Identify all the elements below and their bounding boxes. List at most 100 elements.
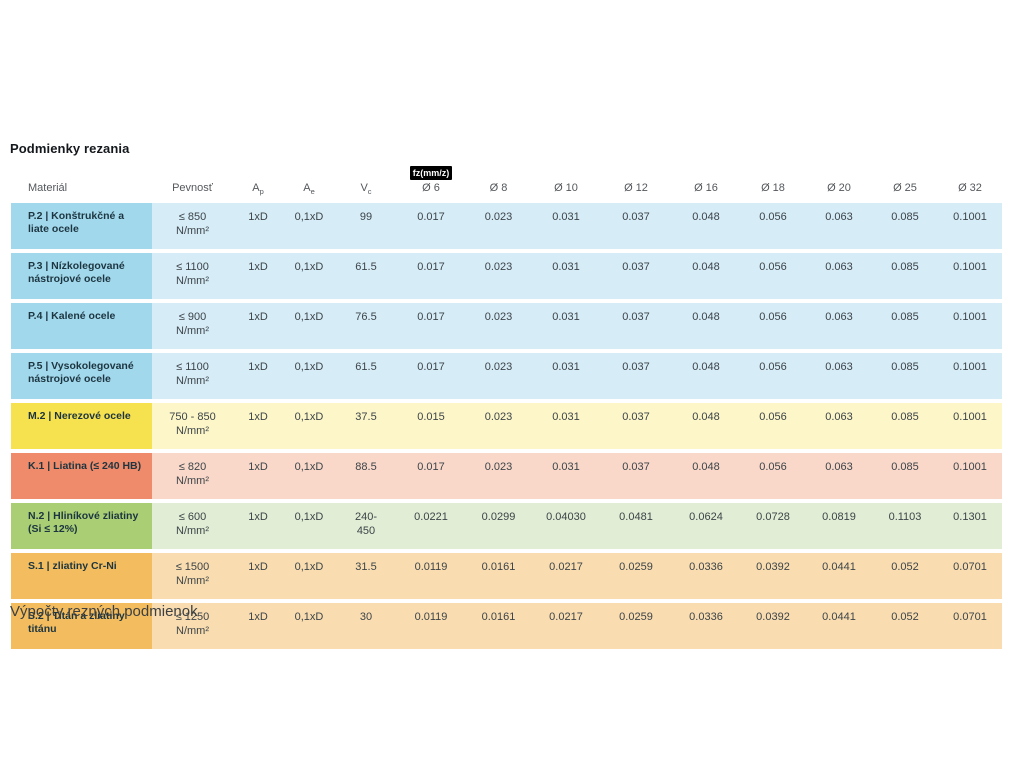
- value-cell: 0.048: [672, 353, 740, 399]
- value-cell: 0.085: [872, 253, 938, 299]
- value-cell: ≤ 1100 N/mm²: [152, 353, 233, 399]
- value-cell: 0.085: [872, 203, 938, 249]
- col-header-d8: Ø 8: [465, 166, 532, 199]
- value-cell: 0.023: [465, 203, 532, 249]
- value-cell: 0.0161: [465, 553, 532, 599]
- fz-unit-wrap: fz(mm/z): [397, 166, 465, 180]
- table-row: S.1 | zliatiny Cr-Ni ≤ 1500 N/mm² 1xD 0,1xD…: [11, 553, 1002, 599]
- value-cell: 1xD: [233, 553, 283, 599]
- value-cell: 240- 450: [335, 503, 397, 549]
- value-cell: 1xD: [233, 403, 283, 449]
- value-cell: 0.1001: [938, 453, 1002, 499]
- col-header-label: A: [252, 182, 260, 194]
- value-cell: 0.0259: [600, 553, 672, 599]
- material-cell: P.2 | Konštrukčné a liate ocele: [11, 203, 152, 249]
- value-cell: 0.085: [872, 403, 938, 449]
- value-cell: 0.048: [672, 203, 740, 249]
- col-header-vc: Vc: [335, 166, 397, 199]
- col-header-d20: Ø 20: [806, 166, 872, 199]
- col-header-label: Ø 10: [554, 182, 578, 194]
- value-cell: 0.0217: [532, 603, 600, 649]
- value-cell: 0.056: [740, 253, 806, 299]
- value-cell: 61.5: [335, 353, 397, 399]
- col-header-label: Pevnosť: [172, 182, 213, 194]
- col-header-label: Ø 32: [958, 182, 982, 194]
- value-cell: 1xD: [233, 303, 283, 349]
- value-cell: 0,1xD: [283, 303, 335, 349]
- value-cell: ≤ 1250 N/mm²: [152, 603, 233, 649]
- value-cell: 0,1xD: [283, 453, 335, 499]
- col-header-subscript: p: [259, 187, 264, 197]
- material-cell: M.2 | Nerezové ocele: [11, 403, 152, 449]
- value-cell: 0.0221: [397, 503, 465, 549]
- footer-heading: Výpočty rezných podmienok: [10, 603, 198, 620]
- col-header-d25: Ø 25: [872, 166, 938, 199]
- value-cell: 0.063: [806, 303, 872, 349]
- value-cell: 0.017: [397, 453, 465, 499]
- value-cell: 0.017: [397, 303, 465, 349]
- col-header-label: Ø 18: [761, 182, 785, 194]
- table-row: N.2 | Hliníkové zliatiny (Si ≤ 12%) ≤ 600…: [11, 503, 1002, 549]
- table-row: P.4 | Kalené ocele ≤ 900 N/mm² 1xD 0,1xD 76.…: [11, 303, 1002, 349]
- value-cell: 0.048: [672, 303, 740, 349]
- value-cell: 0.0392: [740, 553, 806, 599]
- value-cell: 88.5: [335, 453, 397, 499]
- value-cell: 0.037: [600, 353, 672, 399]
- value-cell: 0.1103: [872, 503, 938, 549]
- value-cell: 1xD: [233, 253, 283, 299]
- table-row: P.3 | Nízkolegované nástrojové ocele ≤ 11…: [11, 253, 1002, 299]
- header-row: Materiál Pevnosť Ap Ae Vc fz(mm/z) Ø 6 Ø…: [11, 166, 1002, 199]
- table-body: P.2 | Konštrukčné a liate ocele ≤ 850 N/m…: [11, 203, 1002, 649]
- value-cell: 0.0119: [397, 553, 465, 599]
- value-cell: 0.0481: [600, 503, 672, 549]
- value-cell: 61.5: [335, 253, 397, 299]
- value-cell: 0.031: [532, 353, 600, 399]
- col-header-subscript: e: [310, 187, 315, 197]
- value-cell: 0.0336: [672, 603, 740, 649]
- value-cell: 0.0161: [465, 603, 532, 649]
- value-cell: 0.056: [740, 353, 806, 399]
- value-cell: 0.052: [872, 553, 938, 599]
- value-cell: 37.5: [335, 403, 397, 449]
- col-header-label: V: [360, 182, 368, 194]
- col-header-label: Ø 16: [694, 182, 718, 194]
- value-cell: ≤ 1500 N/mm²: [152, 553, 233, 599]
- col-header-d12: Ø 12: [600, 166, 672, 199]
- value-cell: 0.0701: [938, 603, 1002, 649]
- value-cell: 0.0441: [806, 553, 872, 599]
- value-cell: 0.1001: [938, 203, 1002, 249]
- value-cell: 0.0259: [600, 603, 672, 649]
- value-cell: 0.037: [600, 453, 672, 499]
- value-cell: 0.0441: [806, 603, 872, 649]
- value-cell: 1xD: [233, 453, 283, 499]
- col-header-label: A: [303, 182, 311, 194]
- value-cell: 750 - 850 N/mm²: [152, 403, 233, 449]
- value-cell: 0.015: [397, 403, 465, 449]
- value-cell: 0.023: [465, 353, 532, 399]
- value-cell: 0.037: [600, 253, 672, 299]
- material-cell: P.5 | Vysokolegované nástrojové ocele: [11, 353, 152, 399]
- col-header-d6: fz(mm/z) Ø 6: [397, 166, 465, 199]
- value-cell: 0.1001: [938, 303, 1002, 349]
- material-cell: K.1 | Liatina (≤ 240 HB): [11, 453, 152, 499]
- value-cell: ≤ 850 N/mm²: [152, 203, 233, 249]
- value-cell: 0.1001: [938, 403, 1002, 449]
- fz-unit-badge: fz(mm/z): [409, 166, 453, 180]
- value-cell: 76.5: [335, 303, 397, 349]
- value-cell: 1xD: [233, 353, 283, 399]
- value-cell: 0.031: [532, 453, 600, 499]
- material-cell: P.3 | Nízkolegované nástrojové ocele: [11, 253, 152, 299]
- material-cell: S.2 | Titán a zliatiny titánu: [11, 603, 152, 649]
- col-header-d16: Ø 16: [672, 166, 740, 199]
- col-header-label: Ø 8: [489, 182, 508, 194]
- value-cell: 0.048: [672, 403, 740, 449]
- value-cell: 0.0217: [532, 553, 600, 599]
- value-cell: 0.1301: [938, 503, 1002, 549]
- value-cell: 0.023: [465, 303, 532, 349]
- value-cell: 0.023: [465, 403, 532, 449]
- value-cell: 0.0119: [397, 603, 465, 649]
- col-header-label: Ø 6: [422, 182, 440, 194]
- value-cell: 0,1xD: [283, 253, 335, 299]
- value-cell: 0.037: [600, 303, 672, 349]
- value-cell: 0,1xD: [283, 603, 335, 649]
